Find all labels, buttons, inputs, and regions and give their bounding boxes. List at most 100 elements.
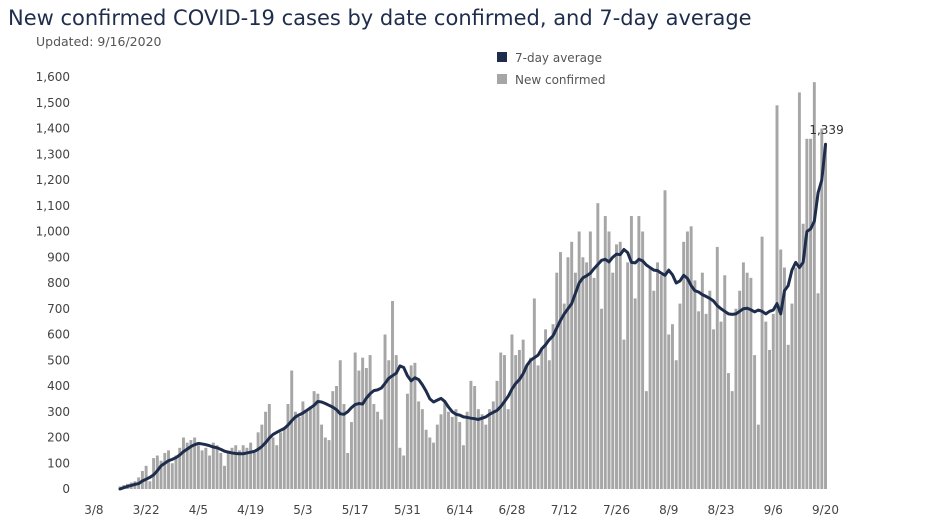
bar bbox=[167, 450, 170, 490]
y-tick-label: 1,100 bbox=[36, 199, 70, 213]
bar bbox=[629, 216, 633, 490]
bar bbox=[372, 404, 376, 489]
bar bbox=[476, 409, 480, 489]
y-tick-label: 500 bbox=[47, 353, 70, 367]
bar bbox=[148, 481, 152, 489]
bar bbox=[163, 452, 167, 489]
bar-series-new-confirmed bbox=[118, 82, 827, 490]
updated-date: Updated: 9/16/2020 bbox=[36, 34, 162, 49]
bar bbox=[506, 409, 510, 489]
x-tick-label: 5/17 bbox=[342, 503, 369, 517]
latest-average-label: 1,339 bbox=[809, 123, 843, 137]
bar bbox=[439, 414, 443, 489]
x-tick-label: 7/12 bbox=[551, 503, 578, 517]
bar bbox=[495, 380, 499, 489]
bar bbox=[342, 404, 346, 489]
bar bbox=[308, 406, 312, 489]
bar bbox=[503, 355, 506, 489]
y-axis: 0 100 200 300 400 500 600 700 800 900 1,000 1,100 1,… bbox=[36, 70, 70, 496]
bar bbox=[641, 231, 645, 489]
bar bbox=[600, 308, 604, 489]
bar bbox=[353, 352, 357, 489]
bar bbox=[809, 138, 813, 490]
bar bbox=[551, 324, 555, 489]
bar bbox=[428, 437, 432, 489]
bar bbox=[671, 324, 674, 489]
bar bbox=[409, 365, 413, 489]
y-tick-label: 1,000 bbox=[36, 225, 70, 239]
x-tick-label: 9/20 bbox=[812, 503, 839, 517]
bar bbox=[200, 450, 204, 490]
bar bbox=[510, 334, 514, 489]
bar bbox=[794, 267, 798, 489]
bar bbox=[741, 262, 745, 489]
bar bbox=[521, 339, 525, 489]
bar bbox=[189, 440, 193, 489]
bar bbox=[282, 427, 286, 489]
bar bbox=[461, 445, 465, 489]
bar bbox=[394, 355, 398, 489]
bar bbox=[484, 424, 488, 490]
bar bbox=[364, 367, 368, 489]
chart-legend[interactable]: 7-day average New confirmed bbox=[497, 51, 606, 87]
bar bbox=[264, 411, 268, 489]
bar bbox=[368, 355, 372, 489]
bar bbox=[667, 334, 671, 489]
bar bbox=[596, 203, 600, 489]
bar bbox=[450, 416, 454, 489]
bar bbox=[812, 82, 816, 490]
y-tick-label: 1,200 bbox=[36, 173, 70, 187]
bar bbox=[532, 298, 536, 489]
bar bbox=[540, 349, 544, 489]
bar bbox=[738, 290, 742, 489]
bar bbox=[208, 455, 212, 489]
bar bbox=[223, 465, 226, 489]
y-tick-label: 100 bbox=[47, 456, 70, 470]
bar bbox=[435, 424, 439, 490]
bar bbox=[727, 373, 730, 490]
bar bbox=[682, 241, 686, 489]
bar bbox=[678, 303, 682, 489]
bar bbox=[215, 445, 219, 489]
bar bbox=[488, 409, 492, 489]
y-tick-label: 900 bbox=[47, 250, 70, 264]
bar bbox=[588, 231, 592, 489]
bar bbox=[458, 422, 462, 489]
bar bbox=[637, 216, 641, 490]
bar bbox=[797, 92, 801, 489]
bar bbox=[656, 262, 660, 489]
x-tick-label: 4/5 bbox=[189, 503, 208, 517]
bar bbox=[559, 252, 562, 489]
x-tick-label: 3/8 bbox=[84, 503, 103, 517]
bar bbox=[648, 267, 652, 489]
bar bbox=[279, 432, 282, 489]
y-tick-label: 800 bbox=[47, 276, 70, 290]
bar bbox=[633, 298, 637, 489]
bar bbox=[771, 313, 775, 489]
bar bbox=[514, 355, 518, 489]
line-series-7-day-average bbox=[118, 142, 828, 491]
x-tick-label: 8/9 bbox=[659, 503, 678, 517]
bar bbox=[170, 463, 174, 489]
bar bbox=[219, 452, 223, 489]
bar bbox=[573, 272, 577, 489]
bar bbox=[454, 409, 458, 489]
y-tick-label: 700 bbox=[47, 302, 70, 316]
chart-title: New confirmed COVID-19 cases by date con… bbox=[8, 6, 752, 30]
bar bbox=[245, 447, 249, 489]
bar bbox=[405, 393, 409, 489]
bar bbox=[144, 465, 148, 489]
bar bbox=[196, 445, 200, 489]
bar bbox=[775, 105, 779, 489]
bar bbox=[443, 401, 447, 489]
bar bbox=[712, 329, 716, 489]
average-line bbox=[118, 142, 828, 491]
bar bbox=[708, 290, 712, 489]
bar bbox=[323, 437, 327, 489]
bar bbox=[570, 241, 574, 489]
bar bbox=[447, 411, 450, 489]
bar bbox=[413, 362, 417, 489]
x-tick-label: 4/19 bbox=[237, 503, 264, 517]
bar bbox=[331, 391, 335, 489]
bar bbox=[816, 293, 820, 489]
